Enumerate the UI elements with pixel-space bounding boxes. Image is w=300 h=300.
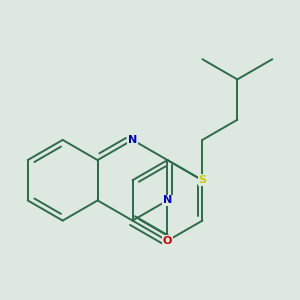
Text: O: O [163,236,172,246]
Text: S: S [198,175,206,185]
Text: N: N [128,135,137,145]
Text: N: N [163,195,172,206]
